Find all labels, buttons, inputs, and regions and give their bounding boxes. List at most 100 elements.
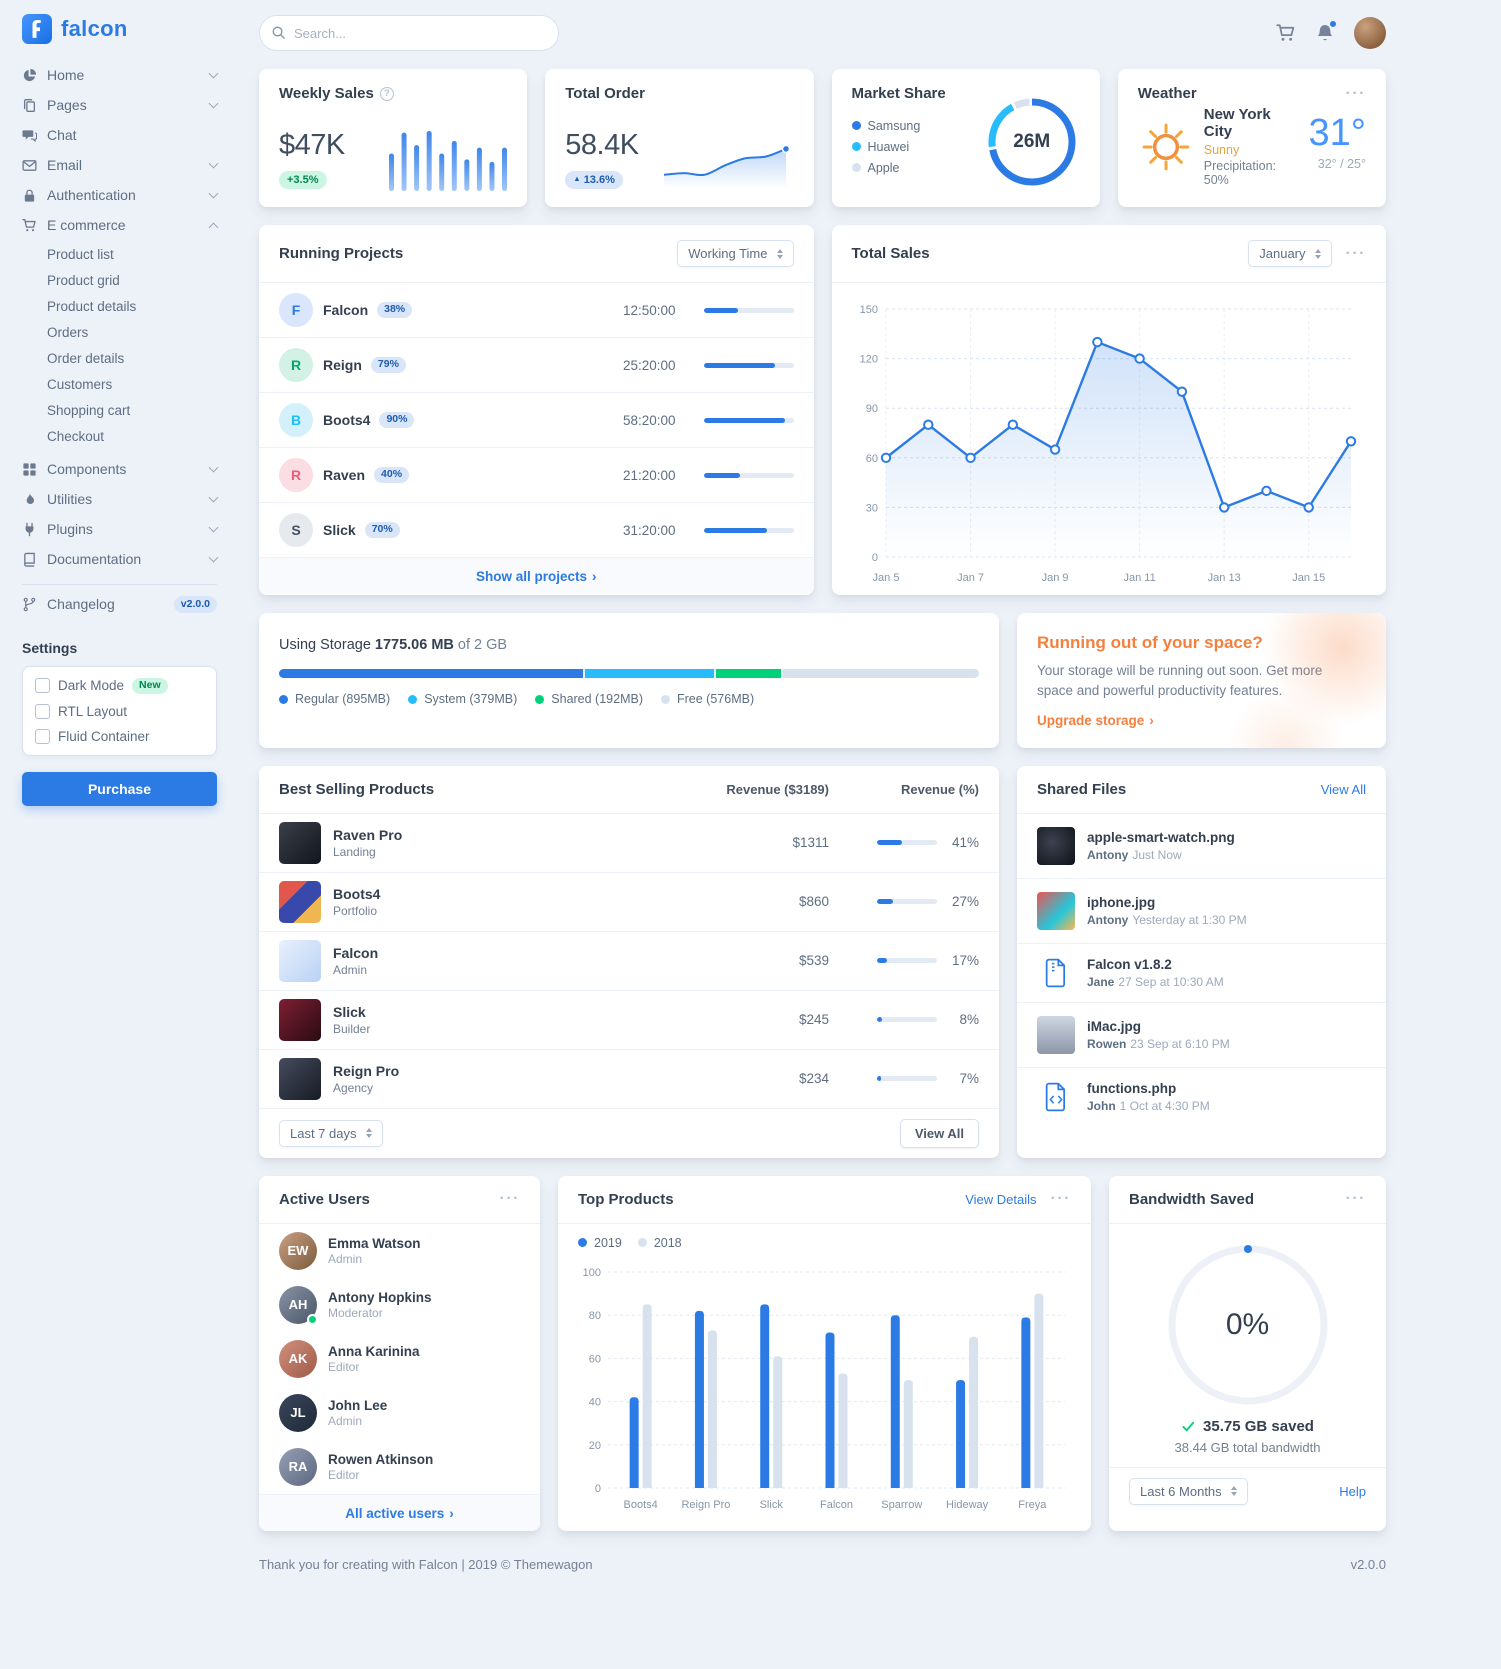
help-link[interactable]: Help <box>1339 1483 1366 1499</box>
sidebar-item-customers[interactable]: Customers <box>47 376 113 392</box>
period-select[interactable]: Last 7 days <box>279 1119 383 1147</box>
sidebar-item-home[interactable]: Home <box>22 60 219 90</box>
setting-option-fluid-container[interactable]: Fluid Container <box>35 729 204 745</box>
sidebar-item-utilities[interactable]: Utilities <box>22 484 219 514</box>
product-name[interactable]: Boots4 <box>333 885 381 902</box>
sidebar-item-order-details[interactable]: Order details <box>47 350 125 366</box>
user-item[interactable]: AK Anna Karinina Editor <box>259 1332 540 1386</box>
brand[interactable]: falcon <box>22 14 217 44</box>
sidebar-item-documentation[interactable]: Documentation <box>22 544 219 574</box>
card-menu-icon[interactable] <box>1346 89 1366 99</box>
working-time-select[interactable]: Working Time <box>677 240 794 267</box>
project-name[interactable]: Reign <box>323 356 362 373</box>
user-item[interactable]: EW Emma Watson Admin <box>259 1224 540 1278</box>
user-item[interactable]: JL John Lee Admin <box>259 1386 540 1440</box>
file-item[interactable]: apple-smart-watch.png Antony Just Now <box>1017 814 1386 879</box>
weekly-sales-delta-badge: +3.5% <box>279 170 327 189</box>
project-name[interactable]: Slick <box>323 521 356 538</box>
sidebar-item-product-list[interactable]: Product list <box>47 246 114 262</box>
checkbox[interactable] <box>35 704 50 720</box>
product-name[interactable]: Slick <box>333 1003 366 1020</box>
sidebar-item-product-grid[interactable]: Product grid <box>47 272 120 288</box>
sidebar-item-shopping-cart[interactable]: Shopping cart <box>47 402 131 418</box>
project-progress <box>703 307 794 313</box>
svg-text:Sparrow: Sparrow <box>881 1499 922 1511</box>
product-revenue-percent: 8% <box>829 1012 979 1027</box>
svg-text:20: 20 <box>589 1439 601 1451</box>
sidebar-item-authentication[interactable]: Authentication <box>22 180 219 210</box>
changelog-label: Changelog <box>47 596 115 613</box>
project-name[interactable]: Boots4 <box>323 411 371 428</box>
bell-icon[interactable] <box>1315 20 1337 43</box>
product-revenue-percent: 17% <box>829 953 979 968</box>
sidebar-item-e-commerce[interactable]: E commerce <box>22 210 219 240</box>
file-name: iphone.jpg <box>1087 894 1156 910</box>
code-branch-icon <box>22 597 37 612</box>
product-row: Slick Builder $245 8% <box>259 991 999 1050</box>
checkbox[interactable] <box>35 678 50 694</box>
user-item[interactable]: AH Antony Hopkins Moderator <box>259 1278 540 1332</box>
checkbox[interactable] <box>35 729 50 745</box>
card-menu-icon[interactable] <box>1346 249 1366 259</box>
card-title: Market Share <box>851 85 946 102</box>
product-name[interactable]: Raven Pro <box>333 826 403 843</box>
legend-item: System (379MB) <box>408 692 517 706</box>
sidebar-item-orders[interactable]: Orders <box>47 324 89 340</box>
project-row: R Raven 40% 21:20:00 <box>259 448 814 503</box>
card-menu-icon[interactable] <box>500 1194 520 1204</box>
file-time: Yesterday at 1:30 PM <box>1132 912 1247 927</box>
sidebar-item-checkout[interactable]: Checkout <box>47 428 105 444</box>
project-name[interactable]: Falcon <box>323 301 369 318</box>
sidebar-item-product-details[interactable]: Product details <box>47 298 137 314</box>
project-name[interactable]: Raven <box>323 466 366 483</box>
sidebar-item-email[interactable]: Email <box>22 150 219 180</box>
project-percent-badge: 38% <box>377 301 413 319</box>
file-meta: Jane 27 Sep at 10:30 AM <box>1087 975 1224 989</box>
sun-icon <box>1138 119 1194 175</box>
view-all-link[interactable]: View All <box>1320 781 1366 797</box>
setting-option-rtl-layout[interactable]: RTL Layout <box>35 704 204 720</box>
purchase-button[interactable]: Purchase <box>22 772 217 807</box>
sidebar-divider <box>22 584 217 585</box>
svg-text:30: 30 <box>865 502 877 514</box>
weather-range: 32° / 25° <box>1317 157 1366 171</box>
all-active-users-link[interactable]: All active users <box>345 1506 454 1521</box>
user-name: Emma Watson <box>328 1235 421 1251</box>
storage-prefix: Using Storage <box>279 637 371 653</box>
product-name[interactable]: Falcon <box>333 944 379 961</box>
user-avatar: AH <box>279 1285 318 1325</box>
sidebar-item-chat[interactable]: Chat <box>22 120 217 150</box>
sidebar-nav: Home Pages Chat Email Authentication E commer… <box>22 60 219 574</box>
file-item[interactable]: iphone.jpg Antony Yesterday at 1:30 PM <box>1017 879 1386 944</box>
sidebar-item-components[interactable]: Components <box>22 454 219 484</box>
cart-icon[interactable] <box>1276 23 1296 43</box>
months-select[interactable]: Last 6 Months <box>1129 1477 1248 1505</box>
project-percent-badge: 70% <box>364 521 400 539</box>
sidebar-item-changelog[interactable]: Changelog v2.0.0 <box>22 589 217 620</box>
view-details-link[interactable]: View Details <box>965 1191 1037 1207</box>
view-all-button[interactable]: View All <box>899 1118 979 1148</box>
svg-text:Jan 13: Jan 13 <box>1207 572 1240 584</box>
file-item[interactable]: iMac.jpg Rowen 23 Sep at 6:10 PM <box>1017 1003 1386 1068</box>
month-select[interactable]: January <box>1248 240 1332 267</box>
file-item[interactable]: functions.php John 1 Oct at 4:30 PM <box>1017 1068 1386 1126</box>
user-avatar[interactable] <box>1354 17 1386 49</box>
file-item[interactable]: Falcon v1.8.2 Jane 27 Sep at 10:30 AM <box>1017 944 1386 1003</box>
card-menu-icon[interactable] <box>1346 1194 1366 1204</box>
column-header-revenue: Revenue ($3189) <box>726 781 829 797</box>
card-menu-icon[interactable] <box>1051 1194 1071 1204</box>
product-name[interactable]: Reign Pro <box>333 1062 400 1079</box>
user-item[interactable]: RA Rowen Atkinson Editor <box>259 1440 540 1494</box>
setting-option-dark-mode[interactable]: Dark Mode New <box>35 677 204 695</box>
info-icon[interactable] <box>379 86 394 101</box>
legend-item: Shared (192MB) <box>535 692 643 706</box>
show-all-projects-link[interactable]: Show all projects <box>476 569 597 584</box>
search-input[interactable] <box>259 15 559 51</box>
sidebar-item-pages[interactable]: Pages <box>22 90 219 120</box>
storage-segment <box>585 669 714 678</box>
file-meta: Antony Just Now <box>1087 848 1235 862</box>
upgrade-storage-link[interactable]: Upgrade storage <box>1037 713 1154 728</box>
file-user: Antony <box>1087 912 1129 927</box>
sidebar-item-plugins[interactable]: Plugins <box>22 514 219 544</box>
